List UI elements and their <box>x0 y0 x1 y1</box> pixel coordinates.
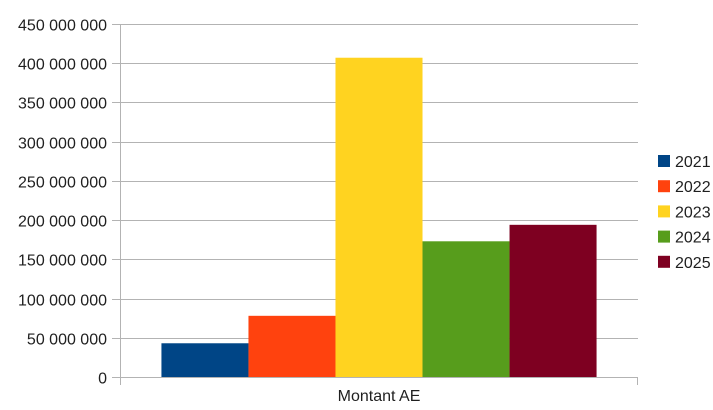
axes: 0 50 000 000 100 000 000 150 000 000 200 000… <box>18 18 638 405</box>
y-tick-label: 300 000 000 <box>18 136 107 153</box>
bar-2025 <box>509 224 597 377</box>
bar-2024 <box>422 241 510 377</box>
legend-swatch-2023 <box>658 205 670 218</box>
legend-label-2023: 2023 <box>675 204 711 221</box>
bar-2023 <box>335 57 423 377</box>
y-tick-label: 200 000 000 <box>18 214 107 231</box>
y-tick-label: 50 000 000 <box>27 332 107 349</box>
legend-swatch-2022 <box>658 180 670 193</box>
y-tick-label: 350 000 000 <box>18 96 107 113</box>
legend-label-2022: 2022 <box>675 179 711 196</box>
legend-swatch-2021 <box>658 155 670 167</box>
bar-2022 <box>248 315 336 377</box>
y-tick-label: 250 000 000 <box>18 175 107 192</box>
y-tick-label: 400 000 000 <box>18 57 107 74</box>
x-tick-label: Montant AE <box>338 388 421 405</box>
bar-2021 <box>161 343 249 377</box>
bars <box>161 57 597 377</box>
legend-label-2021: 2021 <box>675 154 711 171</box>
legend-label-2024: 2024 <box>675 230 711 247</box>
y-tick-label: 100 000 000 <box>18 293 107 310</box>
legend-swatch-2024 <box>658 230 670 243</box>
legend-label-2025: 2025 <box>675 255 711 272</box>
legend: 2021 2022 2023 2024 2025 <box>658 154 711 272</box>
legend-swatch-2025 <box>658 255 670 268</box>
y-tick-label: 450 000 000 <box>18 18 107 35</box>
y-tick-label: 150 000 000 <box>18 253 107 270</box>
y-tick-label: 0 <box>98 371 107 388</box>
